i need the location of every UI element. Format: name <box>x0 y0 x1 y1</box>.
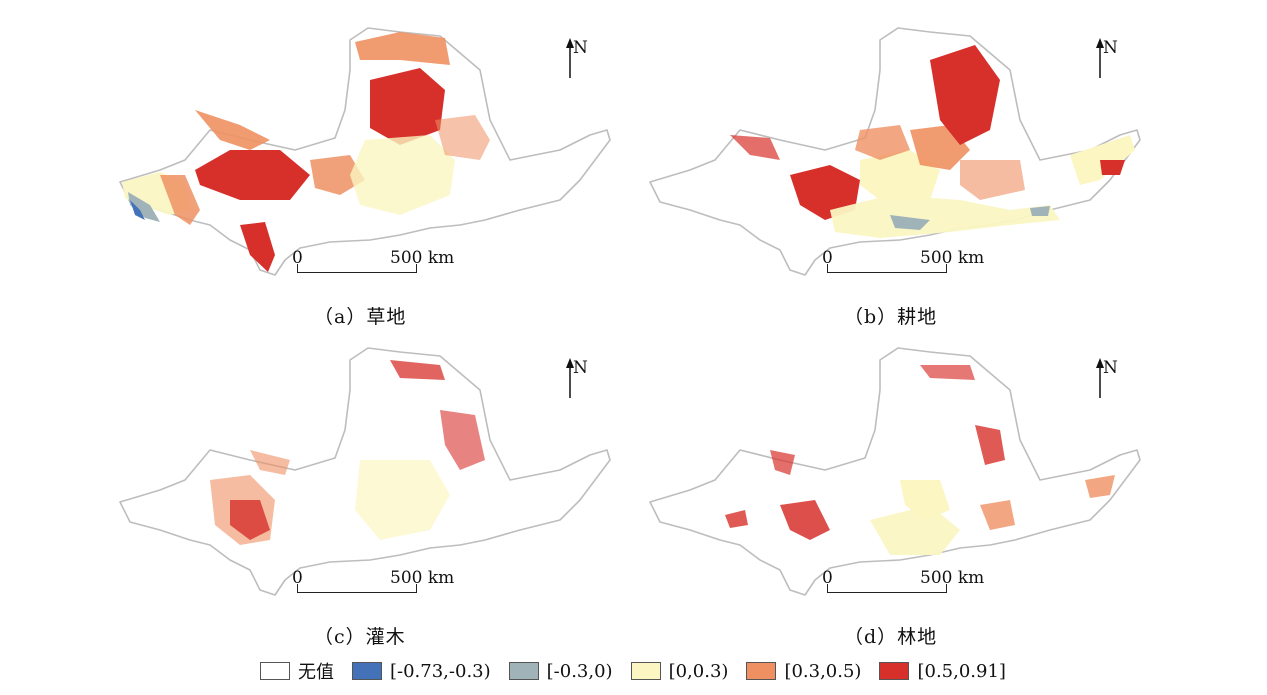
north-arrow-icon <box>1096 358 1104 398</box>
basin-map <box>119 27 611 276</box>
scale-max-label: 500 km <box>390 248 455 268</box>
legend-item: [0.3,0.5) <box>746 661 861 682</box>
panel-caption: （d）林地 <box>844 626 938 648</box>
map-panel-grassland: N 0 500 km （a）草地 <box>100 10 620 340</box>
panel-caption: （c）灌木 <box>314 626 406 648</box>
legend-item: [-0.73,-0.3) <box>352 661 491 682</box>
north-label: N <box>573 38 588 58</box>
legend-label: [0.3,0.5) <box>784 660 862 682</box>
basin-map <box>649 347 1141 596</box>
panel-caption: （a）草地 <box>314 306 407 328</box>
north-label: N <box>573 358 588 378</box>
scale-zero-label: 0 <box>292 248 303 268</box>
map-panel-shrubland: N 0 500 km （c）灌木 <box>100 330 620 660</box>
legend-item: [0,0.3) <box>630 660 729 682</box>
legend-label: [0,0.3) <box>668 660 729 682</box>
north-arrow-icon <box>566 358 574 398</box>
north-label: N <box>1103 38 1118 58</box>
north-arrow-icon <box>566 38 574 78</box>
basin-outline <box>119 347 611 596</box>
scale-bar: 0 500 km <box>292 248 454 278</box>
map-panel-cropland: N 0 500 km （b）耕地 <box>630 10 1150 340</box>
map-panel-forest: N 0 500 km （d）林地 <box>630 330 1150 660</box>
legend-item: [-0.3,0) <box>508 660 613 682</box>
legend-label: [0.5,0.91] <box>917 660 1006 682</box>
scale-bar: 0 500 km <box>292 568 454 598</box>
basin-outline <box>119 27 611 276</box>
legend-label: 无值 <box>298 662 334 683</box>
legend-swatch <box>879 662 910 680</box>
legend-swatch <box>508 662 539 680</box>
scale-max-label: 500 km <box>390 568 455 588</box>
legend-swatch <box>630 662 661 680</box>
scale-bar: 0 500 km <box>822 248 984 278</box>
scale-bar: 0 500 km <box>822 568 984 598</box>
legend: 无值 [-0.73,-0.3) [-0.3,0) [0,0.3) [0.3,0.… <box>260 657 1006 685</box>
legend-swatch <box>260 662 290 680</box>
scale-max-label: 500 km <box>920 568 985 588</box>
legend-swatch <box>352 662 382 680</box>
legend-label: [-0.73,-0.3) <box>390 660 491 682</box>
scale-max-label: 500 km <box>920 248 985 268</box>
legend-item: 无值 <box>260 658 334 684</box>
north-label: N <box>1103 358 1118 378</box>
legend-swatch <box>746 662 777 680</box>
legend-item: [0.5,0.91] <box>879 660 1006 682</box>
basin-map <box>119 347 611 596</box>
basin-outline <box>649 347 1141 596</box>
scale-zero-label: 0 <box>292 568 303 588</box>
basin-map <box>649 27 1141 276</box>
panel-caption: （b）耕地 <box>844 306 938 328</box>
scale-zero-label: 0 <box>822 248 833 268</box>
legend-label: [-0.3,0) <box>546 660 613 682</box>
scale-zero-label: 0 <box>822 568 833 588</box>
north-arrow-icon <box>1096 38 1104 78</box>
